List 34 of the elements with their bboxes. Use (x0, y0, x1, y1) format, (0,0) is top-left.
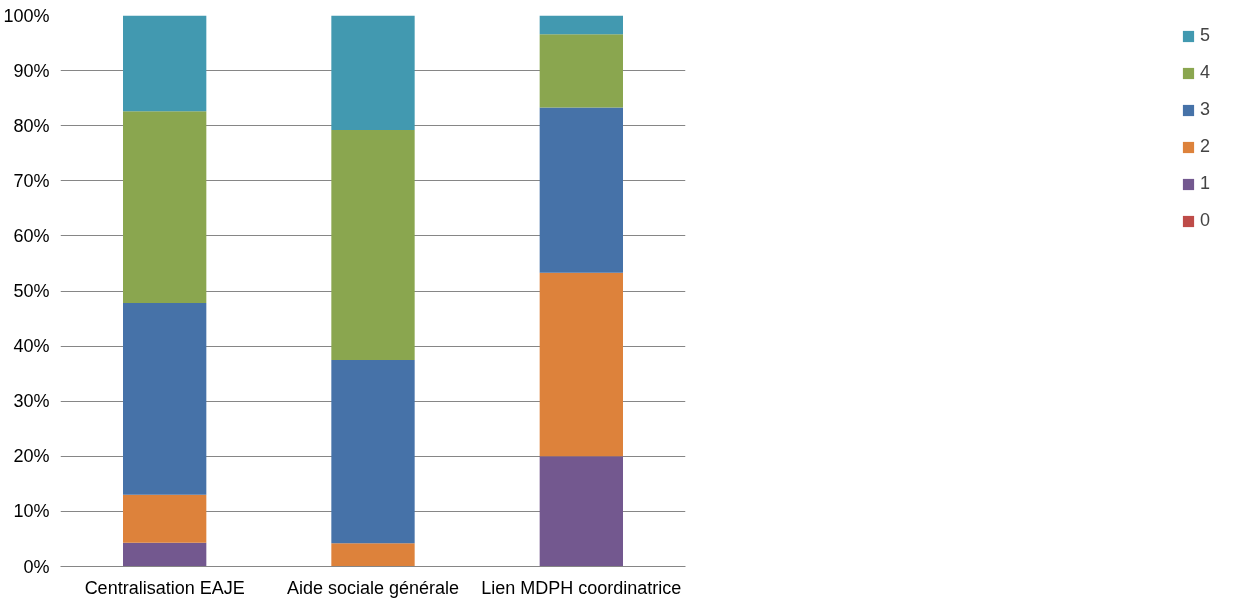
bar (123, 494, 207, 543)
y-tick-label: 60% (13, 225, 50, 246)
x-tick-label: Aide sociale générale (286, 577, 460, 598)
y-tick-label: 70% (13, 170, 50, 191)
y-tick-label: 30% (13, 391, 50, 412)
y-tick-label: 10% (13, 501, 50, 522)
bar (123, 303, 207, 495)
bar (331, 15, 415, 131)
legend-label: 5 (1200, 25, 1211, 46)
bar (123, 15, 207, 112)
legend-label: 3 (1200, 99, 1211, 120)
y-tick-label: 0% (23, 556, 50, 577)
x-tick-label: Lien MDPH coordinatrice (481, 577, 682, 598)
bar (539, 272, 623, 457)
bar (539, 107, 623, 273)
bar (539, 456, 623, 567)
bar (331, 359, 415, 544)
y-tick-label: 90% (13, 60, 50, 81)
bar (123, 542, 207, 567)
y-tick-label: 20% (13, 446, 50, 467)
bar (331, 543, 415, 567)
bar (331, 130, 415, 360)
legend-label: 4 (1200, 62, 1211, 83)
y-tick-label: 100% (3, 5, 50, 26)
y-tick-label: 80% (13, 115, 50, 136)
y-tick-label: 50% (13, 281, 50, 301)
legend-label: 0 (1200, 210, 1211, 231)
bar (123, 111, 207, 304)
bar (539, 15, 623, 35)
x-tick-label: Centralisation EAJE (84, 577, 245, 598)
legend-label: 2 (1200, 136, 1211, 157)
y-tick-label: 40% (13, 336, 50, 357)
legend-label: 1 (1200, 173, 1211, 194)
bar (539, 34, 623, 108)
